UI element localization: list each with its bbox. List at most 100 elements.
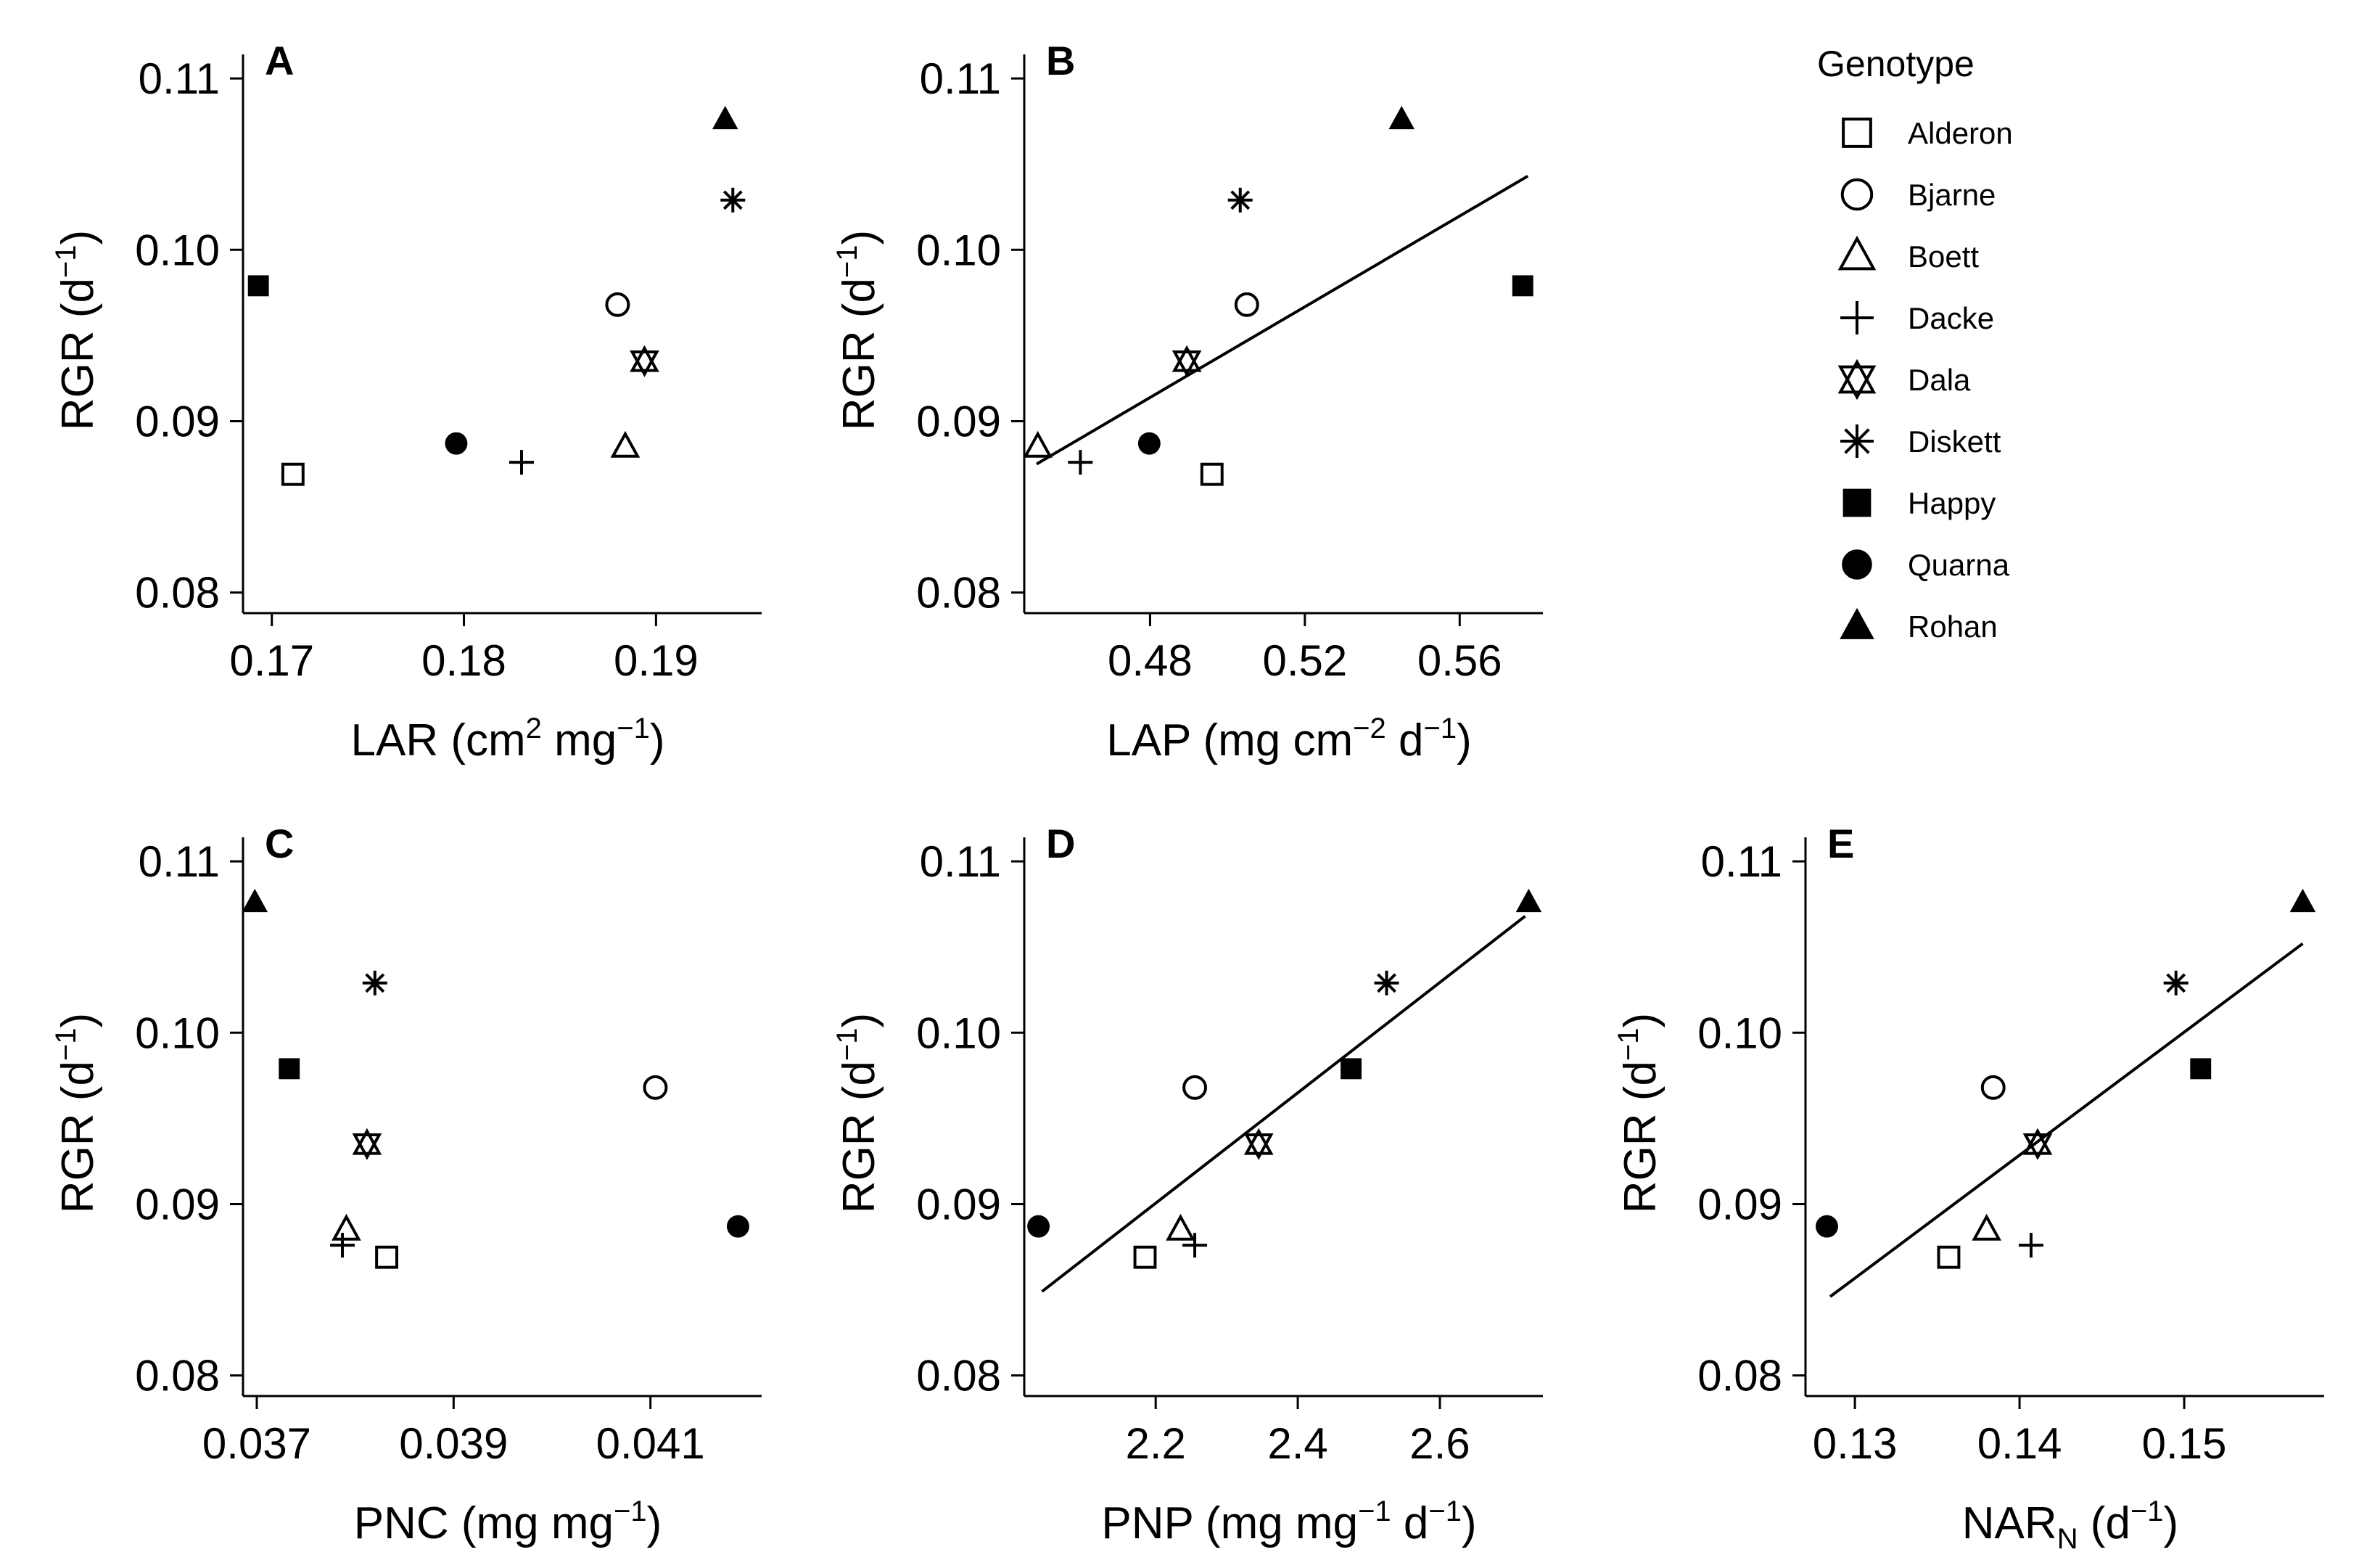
panel-d-point-alderon — [1133, 1245, 1157, 1269]
legend-label-rohan: Rohan — [1908, 609, 1998, 644]
panel-e-x-tick-label: 0.14 — [1977, 1419, 2062, 1468]
legend-label-bjarne: Bjarne — [1908, 178, 1996, 212]
panel-a-point-alderon — [281, 462, 305, 486]
panel-b-point-diskett — [1227, 187, 1253, 213]
legend-item-dacke: Dacke — [1840, 301, 1994, 335]
legend-item-dala: Dala — [1837, 358, 1971, 401]
panel-e-y-tick-label: 0.09 — [1697, 1180, 1782, 1228]
panel-d-point-boett — [1166, 1213, 1195, 1241]
panel-b-y-tick-label: 0.09 — [916, 397, 1001, 446]
legend: Genotype Alderon Bjarne Boett Dacke Dala Disk… — [1817, 44, 2013, 644]
panel-b-point-alderon — [1200, 462, 1224, 486]
panel-d-point-diskett — [1374, 970, 1399, 996]
panel-b-y-tick-label: 0.08 — [916, 569, 1001, 617]
legend-label-boett: Boett — [1908, 239, 1979, 274]
panel-a-point-happy — [247, 275, 269, 297]
panel-a-point-dacke — [508, 450, 534, 475]
panel-d-point-quarna — [1027, 1215, 1050, 1238]
panel-d-x-tick-label: 2.4 — [1267, 1419, 1327, 1468]
panel-a-point-bjarne — [605, 292, 630, 317]
panel-d-y-tick-label: 0.08 — [916, 1352, 1001, 1400]
legend-marker-boett — [1837, 235, 1877, 271]
legend-marker-dacke — [1840, 301, 1874, 334]
panel-a-point-quarna — [445, 432, 468, 455]
legend-marker-happy — [1842, 488, 1872, 517]
legend-marker-rohan — [1840, 607, 1874, 639]
panel-b-x-tick-label: 0.48 — [1108, 636, 1193, 685]
panel-d-y-tick-label: 0.11 — [920, 837, 1001, 886]
panel-letter-e: E — [1827, 821, 1854, 866]
panel-c-y-tick-label: 0.10 — [135, 1009, 220, 1057]
panel-letter-b: B — [1046, 38, 1075, 83]
panel-e-y-tick-label: 0.11 — [1701, 837, 1782, 886]
panel-d: D PNP (mg mg−1 d−1) RGR (d−1) 0.080.090.… — [831, 821, 1543, 1548]
legend-label-dacke: Dacke — [1908, 301, 1994, 335]
panel-letter-c: C — [265, 821, 294, 866]
panel-e: E NARN (d−1) RGR (d−1) 0.080.090.100.110… — [1613, 821, 2324, 1555]
panel-b-x-tick-label: 0.56 — [1417, 636, 1502, 685]
legend-marker-alderon — [1842, 118, 1872, 148]
legend-item-rohan: Rohan — [1840, 607, 1998, 644]
panel-c-point-dala — [352, 1128, 382, 1160]
panel-c-y-tick-label: 0.11 — [139, 837, 220, 886]
legend-item-bjarne: Bjarne — [1840, 178, 1996, 212]
panel-d-x-axis-title: PNP (mg mg−1 d−1) — [1101, 1495, 1476, 1548]
panel-e-point-rohan — [2289, 888, 2316, 913]
panel-b-x-tick-label: 0.52 — [1262, 636, 1347, 685]
legend-marker-bjarne — [1840, 178, 1874, 211]
panel-b-point-boett — [1023, 430, 1053, 458]
panel-b-point-dacke — [1068, 450, 1093, 475]
legend-title: Genotype — [1817, 44, 1975, 84]
panel-a-point-rohan — [712, 105, 738, 130]
panel-d-y-tick-label: 0.09 — [916, 1180, 1001, 1228]
panel-e-point-bjarne — [1980, 1075, 2006, 1100]
panel-c-point-diskett — [362, 970, 387, 996]
panel-e-x-tick-label: 0.13 — [1813, 1419, 1898, 1468]
panel-a-x-tick-label: 0.18 — [421, 636, 506, 685]
legend-label-happy: Happy — [1908, 486, 1996, 520]
panel-b-point-bjarne — [1234, 292, 1259, 317]
legend-item-happy: Happy — [1842, 486, 1996, 520]
panel-c-point-dacke — [330, 1233, 355, 1258]
panel-d-point-happy — [1341, 1058, 1362, 1080]
panel-a-y-tick-label: 0.08 — [135, 569, 220, 617]
panel-a-x-tick-label: 0.19 — [614, 636, 699, 685]
panel-c-point-alderon — [375, 1245, 399, 1269]
panel-a-point-diskett — [720, 187, 746, 213]
panel-e-y-tick-label: 0.10 — [1697, 1009, 1782, 1057]
legend-item-boett: Boett — [1837, 235, 1979, 274]
panel-a-point-dala — [630, 345, 659, 377]
panel-c-x-tick-label: 0.037 — [202, 1419, 311, 1468]
panel-c-point-quarna — [726, 1215, 749, 1238]
panel-a-x-axis-title: LAR (cm2 mg−1) — [350, 713, 664, 765]
panel-a-point-boett — [610, 430, 641, 458]
panel-c-point-happy — [279, 1058, 300, 1080]
legend-item-diskett: Diskett — [1840, 424, 2001, 459]
legend-label-quarna: Quarna — [1908, 548, 2010, 582]
panel-d-point-rohan — [1515, 888, 1542, 913]
panel-b-trend-line — [1036, 174, 1529, 466]
panel-letter-d: D — [1046, 821, 1075, 866]
legend-label-dala: Dala — [1908, 363, 1971, 397]
panel-b-x-axis-title: LAP (mg cm−2 d−1) — [1106, 713, 1472, 765]
panel-e-point-diskett — [2163, 970, 2188, 996]
panel-a-x-tick-label: 0.17 — [229, 636, 314, 685]
panel-e-point-quarna — [1816, 1215, 1838, 1238]
panel-e-point-alderon — [1937, 1245, 1961, 1269]
panel-d-x-tick-label: 2.6 — [1409, 1419, 1470, 1468]
panel-d-x-tick-label: 2.2 — [1125, 1419, 1185, 1468]
panel-c-x-axis-title: PNC (mg mg−1) — [354, 1495, 662, 1548]
legend-label-alderon: Alderon — [1908, 116, 2013, 150]
panel-e-point-dala — [2022, 1128, 2053, 1160]
legend-marker-quarna — [1842, 549, 1872, 580]
panel-d-point-bjarne — [1182, 1075, 1208, 1100]
panel-d-point-dacke — [1182, 1233, 1208, 1258]
legend-item-quarna: Quarna — [1842, 548, 2010, 582]
panel-c-y-tick-label: 0.08 — [135, 1352, 220, 1400]
panel-c-point-bjarne — [643, 1075, 668, 1100]
panel-e-point-happy — [2190, 1058, 2212, 1080]
panel-b-point-quarna — [1137, 432, 1161, 455]
panel-b-point-happy — [1512, 275, 1533, 297]
panel-e-trend-line — [1829, 942, 2304, 1298]
